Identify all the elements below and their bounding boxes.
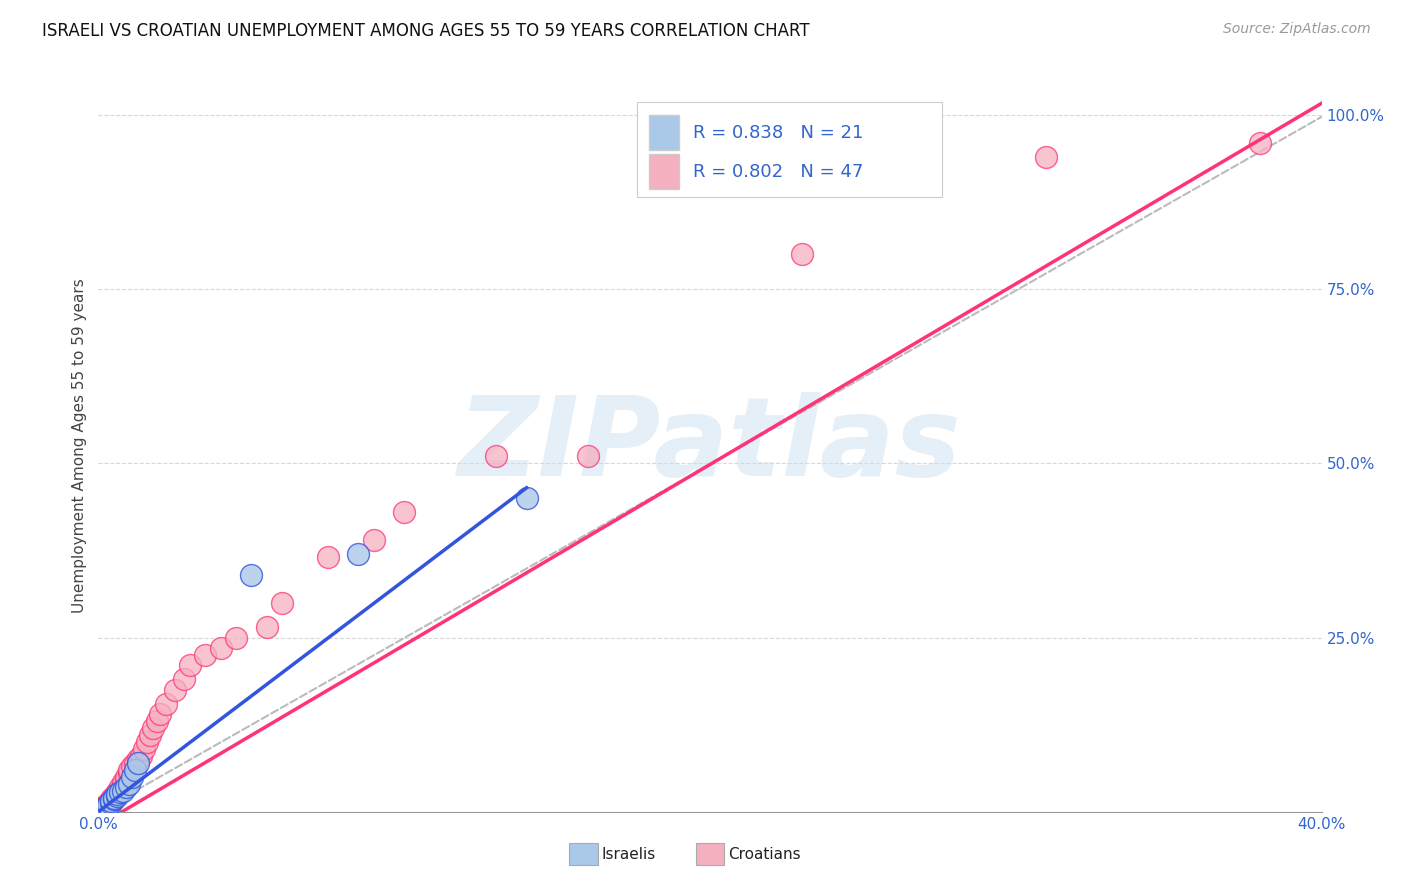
- Point: [111, 778, 134, 792]
- Point: [90, 803, 112, 817]
- Point: [163, 682, 186, 697]
- Point: [103, 790, 125, 805]
- Point: [240, 567, 263, 582]
- Point: [145, 714, 167, 728]
- Point: [93, 800, 115, 814]
- Point: [97, 797, 120, 811]
- Point: [100, 794, 122, 808]
- Point: [108, 780, 131, 795]
- Point: [485, 450, 508, 464]
- Point: [115, 773, 138, 788]
- Point: [103, 790, 125, 805]
- Point: [127, 752, 149, 766]
- Point: [115, 770, 138, 784]
- Text: Source: ZipAtlas.com: Source: ZipAtlas.com: [1223, 22, 1371, 37]
- Text: Israelis: Israelis: [602, 847, 657, 862]
- Point: [93, 802, 115, 816]
- Point: [179, 658, 201, 673]
- Point: [118, 763, 141, 777]
- Point: [134, 742, 156, 756]
- Point: [97, 797, 120, 812]
- Text: R = 0.802   N = 47: R = 0.802 N = 47: [693, 162, 863, 181]
- Point: [129, 749, 152, 764]
- Point: [516, 491, 538, 506]
- Point: [124, 756, 146, 770]
- Point: [316, 550, 339, 565]
- Point: [270, 596, 292, 610]
- Bar: [696, 843, 724, 865]
- Point: [105, 787, 128, 801]
- Point: [127, 756, 149, 770]
- Point: [97, 797, 120, 812]
- Point: [100, 792, 122, 806]
- Point: [115, 780, 138, 795]
- Point: [103, 792, 125, 806]
- Text: Croatians: Croatians: [728, 847, 801, 862]
- Point: [118, 777, 141, 791]
- Point: [155, 697, 177, 711]
- Point: [136, 735, 159, 749]
- Text: R = 0.838   N = 21: R = 0.838 N = 21: [693, 124, 863, 142]
- Point: [90, 801, 112, 815]
- Point: [105, 789, 128, 804]
- Point: [93, 800, 115, 814]
- Point: [93, 799, 115, 814]
- Point: [363, 533, 385, 547]
- Point: [576, 450, 599, 464]
- Point: [173, 673, 195, 687]
- Point: [121, 759, 143, 773]
- Point: [139, 728, 162, 742]
- Point: [90, 803, 112, 817]
- Point: [256, 620, 278, 634]
- Point: [108, 784, 131, 798]
- Point: [111, 784, 134, 798]
- FancyBboxPatch shape: [637, 103, 942, 197]
- FancyBboxPatch shape: [650, 115, 679, 151]
- Bar: [569, 843, 598, 865]
- Point: [149, 707, 172, 722]
- Point: [121, 770, 143, 784]
- Point: [105, 787, 128, 801]
- Point: [790, 247, 813, 261]
- FancyBboxPatch shape: [650, 154, 679, 189]
- Point: [124, 763, 146, 777]
- Point: [97, 799, 120, 814]
- Text: ZIPatlas: ZIPatlas: [458, 392, 962, 500]
- Point: [1249, 136, 1271, 150]
- Point: [392, 505, 416, 519]
- Point: [100, 794, 122, 808]
- Point: [100, 797, 122, 811]
- Point: [1035, 150, 1057, 164]
- Point: [111, 775, 134, 789]
- Y-axis label: Unemployment Among Ages 55 to 59 years: Unemployment Among Ages 55 to 59 years: [72, 278, 87, 614]
- Point: [225, 631, 247, 645]
- Point: [209, 640, 232, 655]
- Text: ISRAELI VS CROATIAN UNEMPLOYMENT AMONG AGES 55 TO 59 YEARS CORRELATION CHART: ISRAELI VS CROATIAN UNEMPLOYMENT AMONG A…: [42, 22, 810, 40]
- Point: [103, 789, 125, 804]
- Point: [142, 721, 165, 735]
- Point: [108, 785, 131, 799]
- Point: [105, 785, 128, 799]
- Point: [347, 547, 370, 561]
- Point: [118, 766, 141, 780]
- Point: [194, 648, 217, 662]
